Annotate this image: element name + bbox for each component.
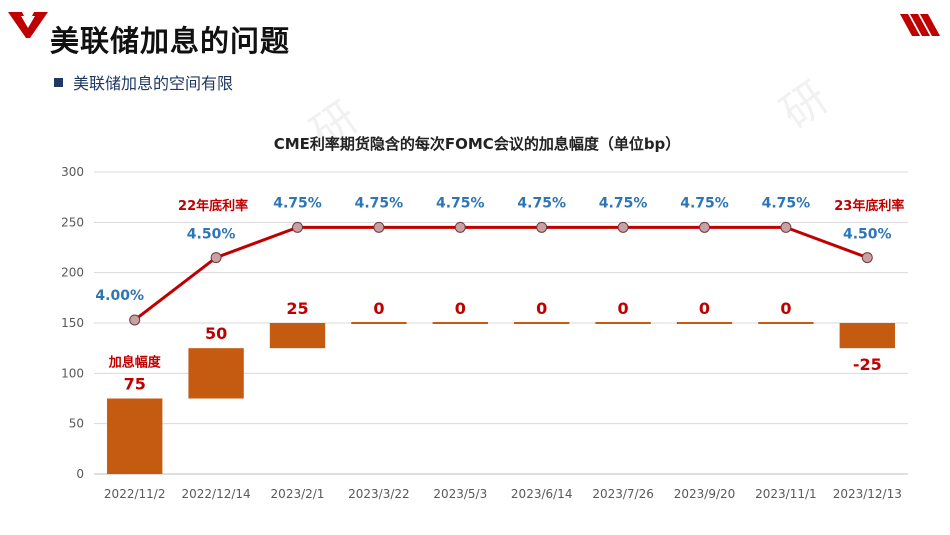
x-tick-label: 2023/12/13	[833, 487, 902, 501]
rate-point	[373, 221, 385, 233]
x-tick-label: 2023/2/1	[271, 487, 325, 501]
annotation-label: 22年底利率	[178, 198, 248, 214]
bar-value-label: 0	[373, 299, 384, 318]
bar-value-label: 0	[618, 299, 629, 318]
x-tick-label: 2022/12/14	[182, 487, 251, 501]
rate-point	[780, 221, 792, 233]
rate-point	[292, 221, 303, 233]
bar-value-label: 75	[124, 375, 146, 394]
x-tick-label: 2022/11/2	[104, 487, 166, 501]
bar-value-label: 0	[699, 299, 710, 318]
rate-label: 4.75%	[517, 195, 566, 211]
annotation-label: 加息幅度	[108, 355, 162, 371]
rate-point	[699, 221, 710, 233]
rate-label: 4.75%	[762, 195, 811, 211]
bar	[269, 323, 326, 349]
bar	[514, 322, 570, 324]
bar	[107, 398, 163, 474]
rate-label: 4.75%	[355, 195, 404, 211]
rate-label: 4.50%	[187, 227, 236, 243]
rate-point	[861, 252, 873, 264]
y-tick-label: 100	[61, 366, 84, 380]
y-tick-label: 50	[69, 417, 84, 431]
x-tick-label: 2023/3/22	[348, 487, 410, 501]
y-tick-label: 0	[76, 467, 84, 481]
y-tick-label: 250	[61, 215, 84, 229]
rate-label: 4.75%	[680, 195, 729, 211]
rate-point	[536, 221, 548, 233]
x-tick-label: 2023/7/26	[592, 487, 654, 501]
bullet-row: 美联储加息的空间有限	[54, 70, 233, 94]
y-tick-label: 300	[61, 165, 84, 179]
bar	[758, 322, 814, 324]
rate-point	[454, 221, 466, 233]
bar-value-label: 0	[455, 299, 466, 318]
rate-label: 4.75%	[436, 195, 485, 211]
bar	[432, 322, 488, 324]
bar	[188, 348, 244, 399]
rate-line	[133, 225, 868, 322]
rate-point	[129, 314, 141, 326]
bar-value-label: -25	[853, 355, 882, 374]
brand-logo-right-icon	[900, 14, 940, 36]
annotation-label: 23年底利率	[834, 198, 904, 214]
bar	[351, 322, 407, 324]
bullet-text: 美联储加息的空间有限	[73, 74, 234, 93]
bullet-square-icon	[54, 77, 63, 87]
chart-title: CME利率期货隐含的每次FOMC会议的加息幅度（单位bp）	[274, 135, 681, 153]
y-tick-label: 150	[61, 316, 84, 330]
rate-point	[617, 221, 629, 233]
bar	[839, 323, 895, 349]
rate-point	[210, 252, 222, 264]
page-title: 美联储加息的问题	[50, 24, 291, 58]
bar	[676, 322, 733, 324]
x-tick-label: 2023/9/20	[674, 487, 736, 501]
rate-label: 4.00%	[95, 288, 144, 304]
bar-value-label: 0	[780, 299, 791, 318]
x-tick-label: 2023/11/1	[755, 487, 817, 501]
x-tick-label: 2023/6/14	[511, 487, 573, 501]
rate-label: 4.75%	[273, 195, 322, 211]
bar-value-label: 0	[536, 299, 547, 318]
bar	[595, 322, 651, 324]
bar-value-label: 25	[286, 299, 308, 318]
rate-label: 4.50%	[843, 227, 892, 243]
x-tick-label: 2023/5/3	[433, 487, 487, 501]
y-tick-label: 200	[61, 266, 84, 280]
rate-label: 4.75%	[599, 195, 648, 211]
brand-logo-left-icon	[8, 12, 48, 38]
bar-value-label: 50	[205, 324, 227, 343]
